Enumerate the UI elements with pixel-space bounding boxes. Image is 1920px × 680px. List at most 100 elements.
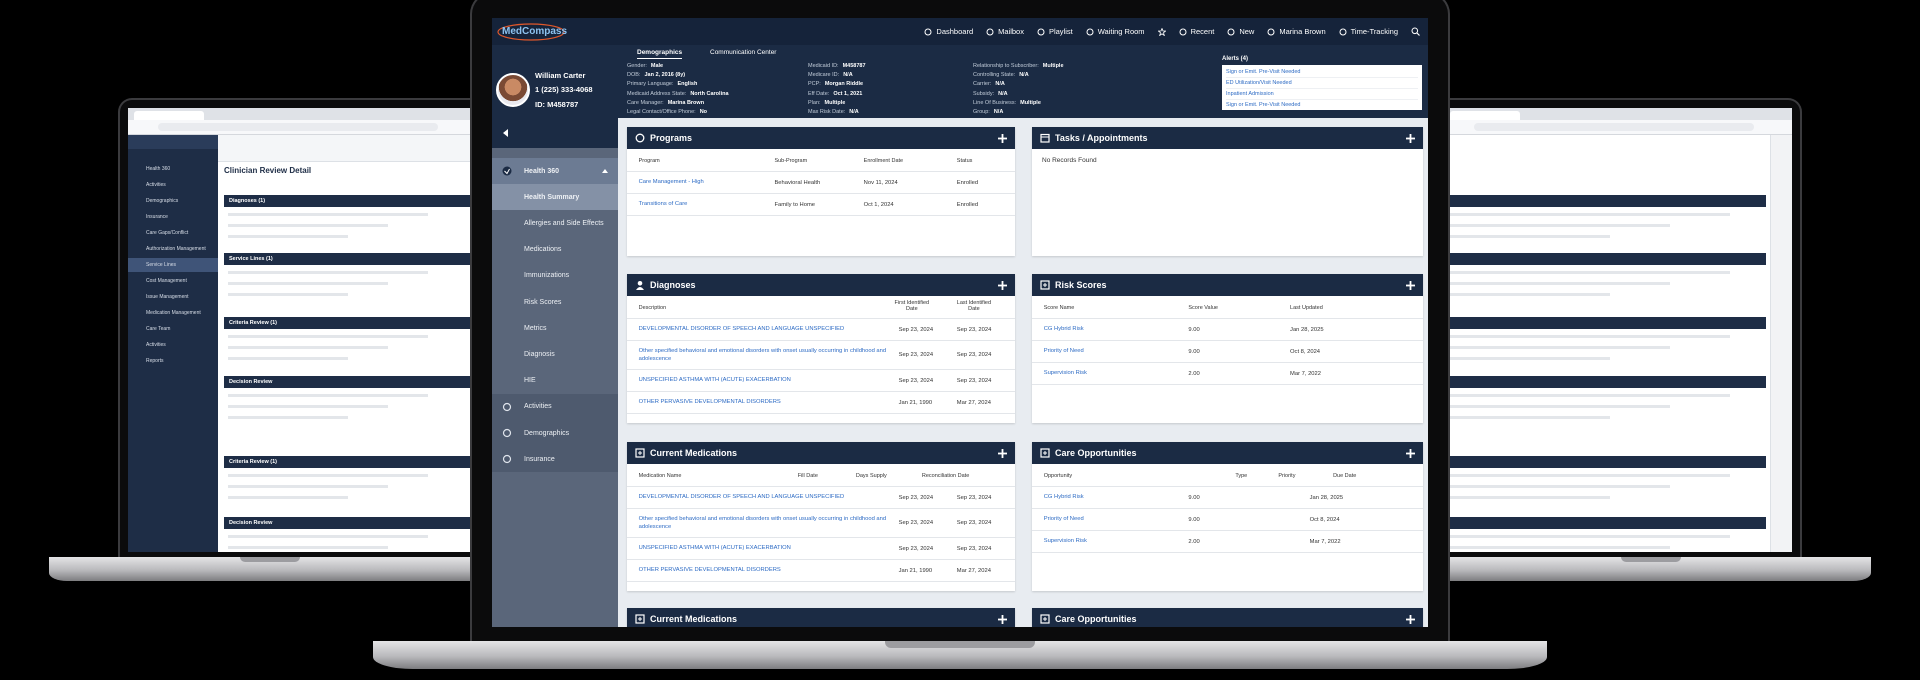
row-link[interactable]: DEVELOPMENTAL DISORDER OF SPEECH AND LAN… — [638, 326, 845, 332]
menu-item[interactable]: Care Gaps/Conflict — [146, 230, 189, 236]
content-line — [1450, 346, 1670, 349]
row-link[interactable]: CG Hybrid Risk — [1043, 326, 1084, 332]
nav-item[interactable]: Dashboard — [924, 27, 973, 36]
favorites-icon — [1157, 27, 1166, 36]
row-link[interactable]: Transitions of Care — [638, 201, 688, 207]
column-header: Status — [956, 158, 973, 164]
sidebar-item[interactable]: Diagnosis — [492, 341, 618, 368]
sidebar-item[interactable]: Medications — [492, 236, 618, 263]
sidebar-item[interactable]: Activities — [492, 393, 618, 420]
row-link[interactable]: Other specified behavioral and emotional… — [638, 516, 887, 530]
menu-item[interactable]: Activities — [146, 182, 166, 188]
row-link[interactable]: OTHER PERVASIVE DEVELOPMENTAL DISORDERS — [638, 567, 781, 573]
menu-item[interactable]: Reports — [146, 358, 164, 364]
table-row: OTHER PERVASIVE DEVELOPMENTAL DISORDERS J… — [627, 560, 1015, 582]
search-icon — [1411, 27, 1420, 36]
nav-icon — [986, 28, 994, 35]
sidebar-label: Risk Scores — [524, 298, 562, 306]
field-label: Controlling State: — [973, 72, 1016, 79]
row-link[interactable]: Supervision Risk — [1043, 538, 1087, 544]
column-header: Opportunity — [1043, 473, 1073, 479]
field: Primary Language: English — [627, 81, 697, 87]
row-link[interactable]: Priority of Need — [1043, 348, 1084, 354]
browser-tabs — [1444, 108, 1792, 120]
logo: MedCompass — [502, 26, 568, 37]
field-value: No — [699, 109, 708, 115]
menu-item[interactable]: Health 360 — [146, 166, 171, 172]
field: Carrier: N/A — [973, 81, 1005, 87]
menu-item[interactable]: Insurance — [146, 214, 168, 220]
sidebar-item[interactable]: HIE — [492, 367, 618, 394]
sidebar-item[interactable]: Insurance — [492, 446, 618, 473]
panel-icon — [1040, 280, 1050, 290]
nav-item[interactable]: Waiting Room — [1086, 27, 1145, 36]
menu-item[interactable]: Medication Management — [146, 310, 201, 316]
cell: Oct 8, 2024 — [1309, 516, 1340, 523]
nav-icon — [924, 28, 932, 35]
nav-item[interactable]: Time-Tracking — [1339, 27, 1398, 36]
section-header — [1444, 317, 1766, 329]
content-line — [1450, 293, 1610, 296]
cell: Enrolled — [956, 201, 979, 208]
menu-item[interactable]: Demographics — [146, 198, 179, 204]
row-link[interactable]: Other specified behavioral and emotional… — [638, 348, 887, 362]
cell: 9.00 — [1188, 326, 1200, 333]
nav-label: Marina Brown — [1279, 27, 1326, 36]
field-value: N/A — [995, 81, 1005, 88]
tab[interactable]: Communication Center — [710, 49, 777, 56]
nav-item[interactable]: Mailbox — [986, 27, 1024, 36]
menu-item[interactable]: Authorization Management — [146, 246, 206, 252]
cell: 9.00 — [1188, 348, 1200, 355]
nav-item[interactable]: New — [1227, 27, 1254, 36]
column-header-row: Score Name Score Value Last Updated — [1032, 296, 1423, 319]
sidebar-item[interactable]: Health 360 — [492, 158, 618, 184]
row-link[interactable]: Priority of Need — [1043, 516, 1084, 522]
alert-item[interactable]: ED Utilization/Visit Needed — [1226, 78, 1418, 89]
nav-item[interactable]: Playlist — [1037, 27, 1073, 36]
row-link[interactable]: DEVELOPMENTAL DISORDER OF SPEECH AND LAN… — [638, 494, 845, 500]
right-screen — [1444, 108, 1792, 552]
tab[interactable]: Demographics — [637, 49, 683, 59]
menu-item[interactable]: Issue Management — [146, 294, 189, 300]
info-strip — [218, 135, 476, 162]
row-link[interactable]: UNSPECIFIED ASTHMA WITH (ACUTE) EXACERBA… — [638, 377, 791, 383]
add-button — [998, 280, 1007, 290]
nav-item[interactable]: Recent — [1179, 27, 1214, 36]
sidebar-label: Activities — [524, 403, 552, 411]
sidebar-label: HIE — [524, 377, 536, 385]
row-link[interactable]: UNSPECIFIED ASTHMA WITH (ACUTE) EXACERBA… — [638, 545, 791, 551]
row-link[interactable]: OTHER PERVASIVE DEVELOPMENTAL DISORDERS — [638, 399, 781, 405]
sidebar-item[interactable]: Demographics — [492, 420, 618, 446]
alert-item[interactable]: Sign or Emit. Pre-Visit Needed — [1226, 100, 1418, 110]
panel: Programs Program Sub-Program Enrollment Dat… — [627, 127, 1015, 256]
panel-title: Current Medications — [650, 448, 738, 458]
avatar — [496, 73, 530, 107]
alert-item[interactable]: Inpatient Admission — [1226, 89, 1418, 100]
nav-label: Time-Tracking — [1350, 27, 1398, 36]
sidebar-item[interactable]: Metrics — [492, 315, 618, 342]
field: Eff Date: Oct 1, 2021 — [808, 91, 862, 97]
row-link[interactable]: CG Hybrid Risk — [1043, 494, 1084, 500]
sidebar-item[interactable]: Allergies and Side Effects — [492, 210, 618, 237]
sidebar-item[interactable]: Immunizations — [492, 262, 618, 289]
panel-icon — [1040, 614, 1050, 624]
alert-item[interactable]: Sign or Emit. Pre-Visit Needed — [1226, 67, 1418, 78]
table-row: Other specified behavioral and emotional… — [627, 509, 1015, 538]
sidebar-item[interactable]: Health Summary — [492, 184, 618, 211]
sidebar-item[interactable]: Risk Scores — [492, 289, 618, 315]
menu-item[interactable]: Care Team — [146, 326, 171, 332]
nav-icon — [1037, 28, 1045, 35]
menu-item[interactable]: Service Lines — [128, 258, 218, 272]
menu-item[interactable]: Cost Management — [146, 278, 187, 284]
row-link[interactable]: Care Management - High — [638, 179, 704, 185]
menu-item[interactable]: Activities — [146, 342, 166, 348]
content-line — [1450, 496, 1610, 499]
cell: Mar 7, 2022 — [1290, 370, 1321, 377]
nav-item[interactable]: Marina Brown — [1267, 27, 1326, 36]
field-label: Line Of Business: — [973, 99, 1017, 106]
cell: Sep 23, 2024 — [898, 545, 934, 552]
content-line — [1450, 271, 1730, 274]
left-laptop: Health 360 Activities Demographics Insuranc… — [118, 98, 486, 558]
row-link[interactable]: Supervision Risk — [1043, 370, 1087, 376]
